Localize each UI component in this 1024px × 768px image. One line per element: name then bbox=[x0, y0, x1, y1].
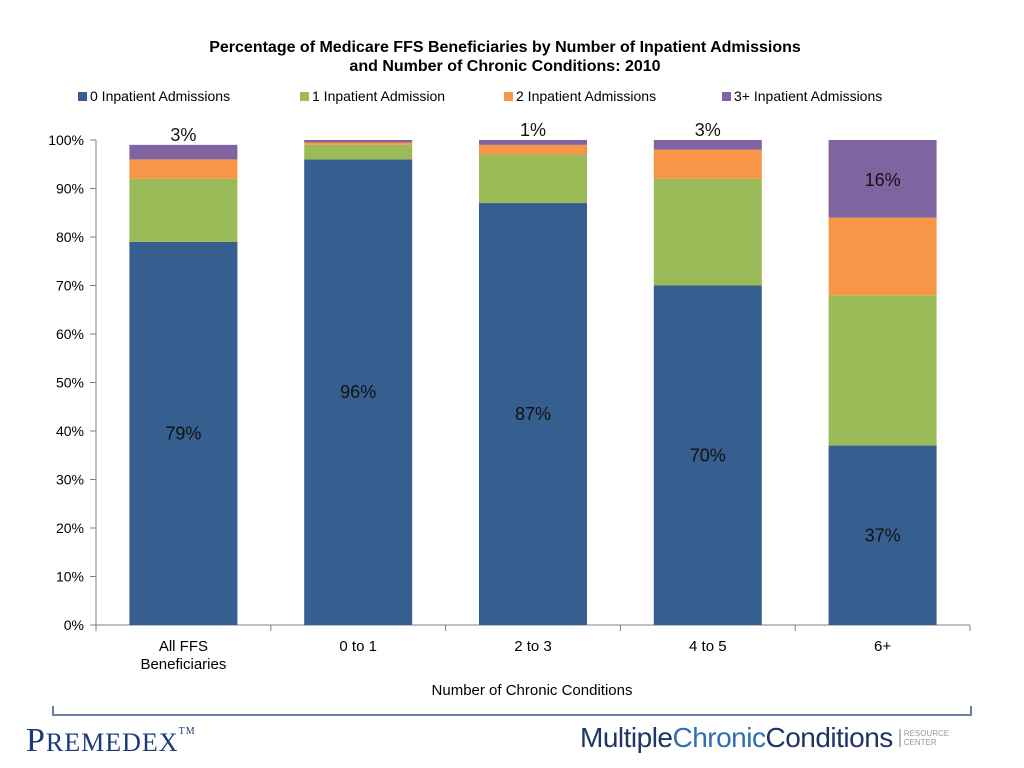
legend-swatch bbox=[722, 92, 731, 101]
logo-tagline: RESOURCE CENTER bbox=[898, 729, 950, 747]
bar-segment bbox=[653, 178, 762, 286]
bar-segment bbox=[653, 149, 762, 179]
x-tick-label: 2 to 3 bbox=[514, 638, 552, 655]
y-tick-label: 40% bbox=[56, 423, 84, 439]
bar-segment bbox=[479, 140, 587, 145]
data-labels: 79% 96% 87% 70% 37% 3% 1% 3% 16% bbox=[165, 120, 900, 545]
logo-word-multiple: Multiple bbox=[580, 722, 673, 753]
legend-swatch bbox=[300, 92, 309, 101]
data-label: 70% bbox=[690, 445, 726, 465]
logo-word-conditions: Conditions bbox=[765, 722, 893, 753]
y-tick-label: 10% bbox=[56, 569, 84, 585]
x-tick-label: All FFS bbox=[159, 638, 208, 655]
bar-segment bbox=[129, 241, 238, 625]
x-tick-label: 4 to 5 bbox=[689, 638, 727, 655]
premedex-logo: PREMEDEXTM bbox=[26, 722, 196, 760]
bar-segment bbox=[653, 285, 762, 625]
data-label: 79% bbox=[165, 423, 201, 443]
legend-label: 3+ Inpatient Admissions bbox=[734, 88, 882, 104]
legend-label: 2 Inpatient Admissions bbox=[516, 88, 656, 104]
x-axis-title: Number of Chronic Conditions bbox=[432, 682, 633, 699]
data-label: 3% bbox=[170, 125, 196, 145]
premedex-logo-initial: P bbox=[26, 722, 46, 759]
logo-tag-resource: RESOURCE bbox=[903, 729, 950, 738]
axes: 0% 10% 20% 30% 40% 50% 60% 70% 80% 90% 100% All FFS… bbox=[48, 132, 971, 673]
y-tick-label: 70% bbox=[56, 278, 84, 294]
legend: 0 Inpatient Admissions 1 Inpatient Admiss… bbox=[78, 88, 882, 104]
bar-segment bbox=[304, 140, 413, 143]
chart-title: Percentage of Medicare FFS Beneficiaries… bbox=[209, 39, 801, 75]
data-label: 3% bbox=[695, 120, 721, 140]
y-tick-label: 100% bbox=[48, 132, 84, 148]
bar-segment bbox=[304, 142, 413, 145]
bar-segment bbox=[479, 144, 587, 155]
bar-segment bbox=[479, 154, 587, 204]
legend-swatch bbox=[78, 92, 87, 101]
bar-segment bbox=[828, 217, 937, 296]
legend-swatch bbox=[504, 92, 513, 101]
y-tick-label: 90% bbox=[56, 181, 84, 197]
bar-segment bbox=[828, 140, 937, 218]
data-label: 96% bbox=[340, 382, 376, 402]
bar-segment bbox=[653, 140, 762, 150]
chart-title-line: and Number of Chronic Conditions: 2010 bbox=[349, 58, 660, 75]
y-tick-label: 20% bbox=[56, 520, 84, 536]
bar-segment bbox=[129, 159, 238, 179]
data-label: 1% bbox=[520, 120, 546, 140]
y-tick-label: 80% bbox=[56, 229, 84, 245]
chart-title-line: Percentage of Medicare FFS Beneficiaries… bbox=[209, 39, 801, 56]
bars bbox=[129, 140, 937, 626]
bar-segment bbox=[129, 144, 238, 160]
logo-tag-center: CENTER bbox=[903, 738, 937, 747]
mcc-resource-center-logo: Multiple Chronic Conditions RESOURCE CENTE… bbox=[580, 722, 949, 754]
footer-bracket bbox=[52, 706, 972, 716]
premedex-logo-rest: REMEDEX bbox=[45, 728, 179, 757]
y-tick-label: 0% bbox=[64, 617, 84, 633]
x-tick-label: Beneficiaries bbox=[140, 656, 226, 673]
logo-word-chronic: Chronic bbox=[672, 722, 766, 753]
data-label: 37% bbox=[865, 525, 901, 545]
y-tick-label: 50% bbox=[56, 375, 84, 391]
bar-segment bbox=[479, 203, 587, 626]
legend-label: 1 Inpatient Admission bbox=[312, 88, 445, 104]
data-label: 16% bbox=[865, 170, 901, 190]
data-label: 87% bbox=[515, 404, 551, 424]
x-tick-label: 6+ bbox=[874, 638, 891, 655]
x-tick-label: 0 to 1 bbox=[339, 638, 377, 655]
y-tick-label: 30% bbox=[56, 472, 84, 488]
bar-segment bbox=[828, 295, 937, 446]
trademark-mark: TM bbox=[178, 726, 196, 737]
bar-segment bbox=[304, 144, 413, 160]
legend-label: 0 Inpatient Admissions bbox=[90, 88, 230, 104]
bar-segment bbox=[304, 159, 413, 625]
bar-segment bbox=[828, 445, 937, 625]
chart: Percentage of Medicare FFS Beneficiaries… bbox=[48, 39, 971, 699]
y-tick-label: 60% bbox=[56, 326, 84, 342]
bar-segment bbox=[129, 178, 238, 242]
